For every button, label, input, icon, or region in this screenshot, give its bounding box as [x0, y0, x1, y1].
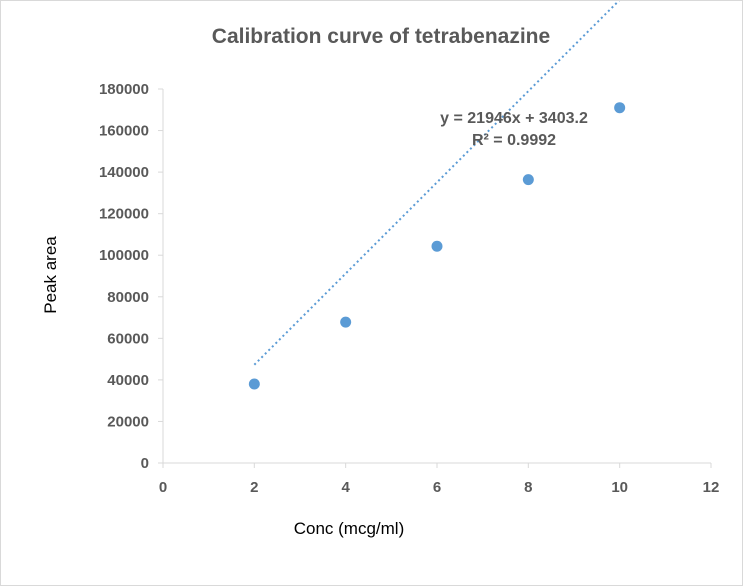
data-point: [248, 378, 260, 390]
data-point: [522, 174, 534, 186]
y-tick-label: 60000: [107, 330, 149, 347]
y-tick-label: 120000: [99, 206, 149, 223]
equation-label: y = 21946x + 3403.2: [440, 110, 588, 127]
y-tick-label: 140000: [99, 164, 149, 181]
y-tick-label: 20000: [107, 413, 149, 430]
x-tick-label: 4: [341, 479, 350, 496]
y-tick-label: 80000: [107, 289, 149, 306]
y-tick-label: 160000: [99, 123, 149, 140]
plot-area: 0 2 4 6 8 10 12 0 20000 40000 60000 80000 100000 1200…: [99, 1, 719, 496]
x-tick-label: 6: [433, 479, 441, 496]
data-point: [431, 240, 443, 252]
x-tick-label: 0: [159, 479, 167, 496]
r-squared-label: R² = 0.9992: [472, 132, 556, 149]
trendline: [253, 1, 621, 366]
y-tick-label: 180000: [99, 81, 149, 98]
x-tick-label: 2: [250, 479, 258, 496]
y-tick-label: 40000: [107, 372, 149, 389]
y-tick-label: 100000: [99, 247, 149, 264]
x-axis-title: Conc (mcg/ml): [294, 519, 405, 538]
data-point: [340, 316, 352, 328]
chart-title: Calibration curve of tetrabenazine: [212, 25, 550, 48]
y-axis-title: Peak area: [41, 236, 60, 314]
x-tick-label: 12: [703, 479, 720, 496]
data-point: [614, 102, 626, 114]
x-tick-label: 10: [611, 479, 628, 496]
y-tick-label: 0: [141, 455, 149, 472]
x-tick-label: 8: [524, 479, 532, 496]
